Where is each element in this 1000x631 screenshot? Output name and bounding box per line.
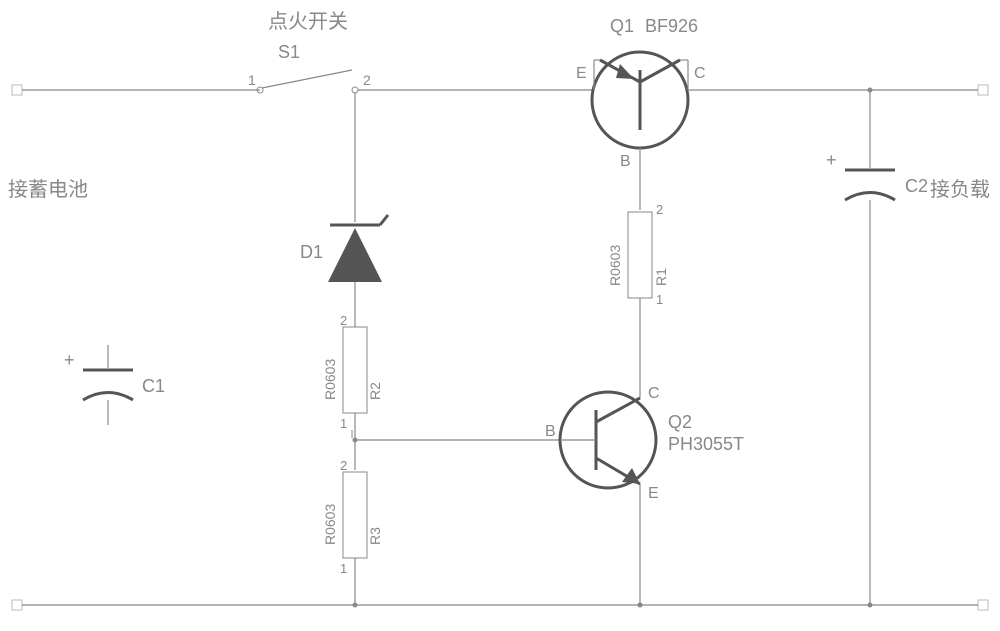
diode-d1 bbox=[328, 215, 388, 282]
label-s1-pin2: 2 bbox=[363, 72, 371, 88]
label-q1-ref: Q1 bbox=[610, 16, 634, 36]
capacitor-c2 bbox=[845, 170, 895, 200]
label-r3-pkg: R0603 bbox=[322, 504, 338, 545]
switch-s1 bbox=[257, 70, 358, 93]
label-c2-plus: + bbox=[826, 150, 837, 170]
transistor-q2 bbox=[560, 392, 656, 605]
label-r3-pin1: 1 bbox=[340, 561, 347, 576]
label-switch-title: 点火开关 bbox=[268, 10, 348, 33]
resistor-r2 bbox=[343, 325, 367, 415]
label-q1-e: E bbox=[576, 65, 587, 82]
label-s1-ref: S1 bbox=[278, 42, 300, 62]
label-r2-pin1: 1 bbox=[340, 416, 347, 431]
resistor-r3 bbox=[343, 472, 367, 558]
label-r1-pkg: R0603 bbox=[607, 245, 623, 286]
label-q1-part: BF926 bbox=[645, 16, 698, 36]
label-q2-b: B bbox=[545, 423, 556, 440]
label-q2-c: C bbox=[648, 385, 660, 402]
label-r1-ref: R1 bbox=[653, 268, 669, 286]
label-q1-b: B bbox=[620, 153, 631, 170]
label-q2-e: E bbox=[648, 485, 659, 502]
label-c1-ref: C1 bbox=[142, 376, 165, 396]
label-r2-pin2: 2 bbox=[340, 313, 347, 328]
label-d1-ref: D1 bbox=[300, 242, 323, 262]
label-q1-c: C bbox=[694, 65, 706, 82]
capacitor-c1 bbox=[83, 370, 133, 400]
label-r3-ref: R3 bbox=[367, 527, 383, 545]
terminal-top-right bbox=[978, 85, 988, 95]
label-q2-part: PH3055T bbox=[668, 434, 744, 454]
label-battery-side: 接蓄电池 bbox=[8, 178, 88, 201]
resistor-r1 bbox=[628, 212, 652, 298]
label-r1-pin1: 1 bbox=[656, 292, 663, 307]
terminal-top-left bbox=[12, 85, 22, 95]
label-q2-ref: Q2 bbox=[668, 412, 692, 432]
label-r2-ref: R2 bbox=[367, 382, 383, 400]
label-r2-pkg: R0603 bbox=[322, 359, 338, 400]
label-r3-pin2: 2 bbox=[340, 458, 347, 473]
label-c2-ref: C2 bbox=[905, 176, 928, 196]
transistor-q1 bbox=[592, 52, 688, 200]
terminal-bottom-left bbox=[12, 600, 22, 610]
terminal-bottom-right bbox=[978, 600, 988, 610]
label-r1-pin2: 2 bbox=[656, 202, 663, 217]
label-load-side: 接负载 bbox=[930, 178, 990, 201]
label-c1-plus: + bbox=[64, 350, 75, 370]
label-s1-pin1: 1 bbox=[248, 72, 256, 88]
